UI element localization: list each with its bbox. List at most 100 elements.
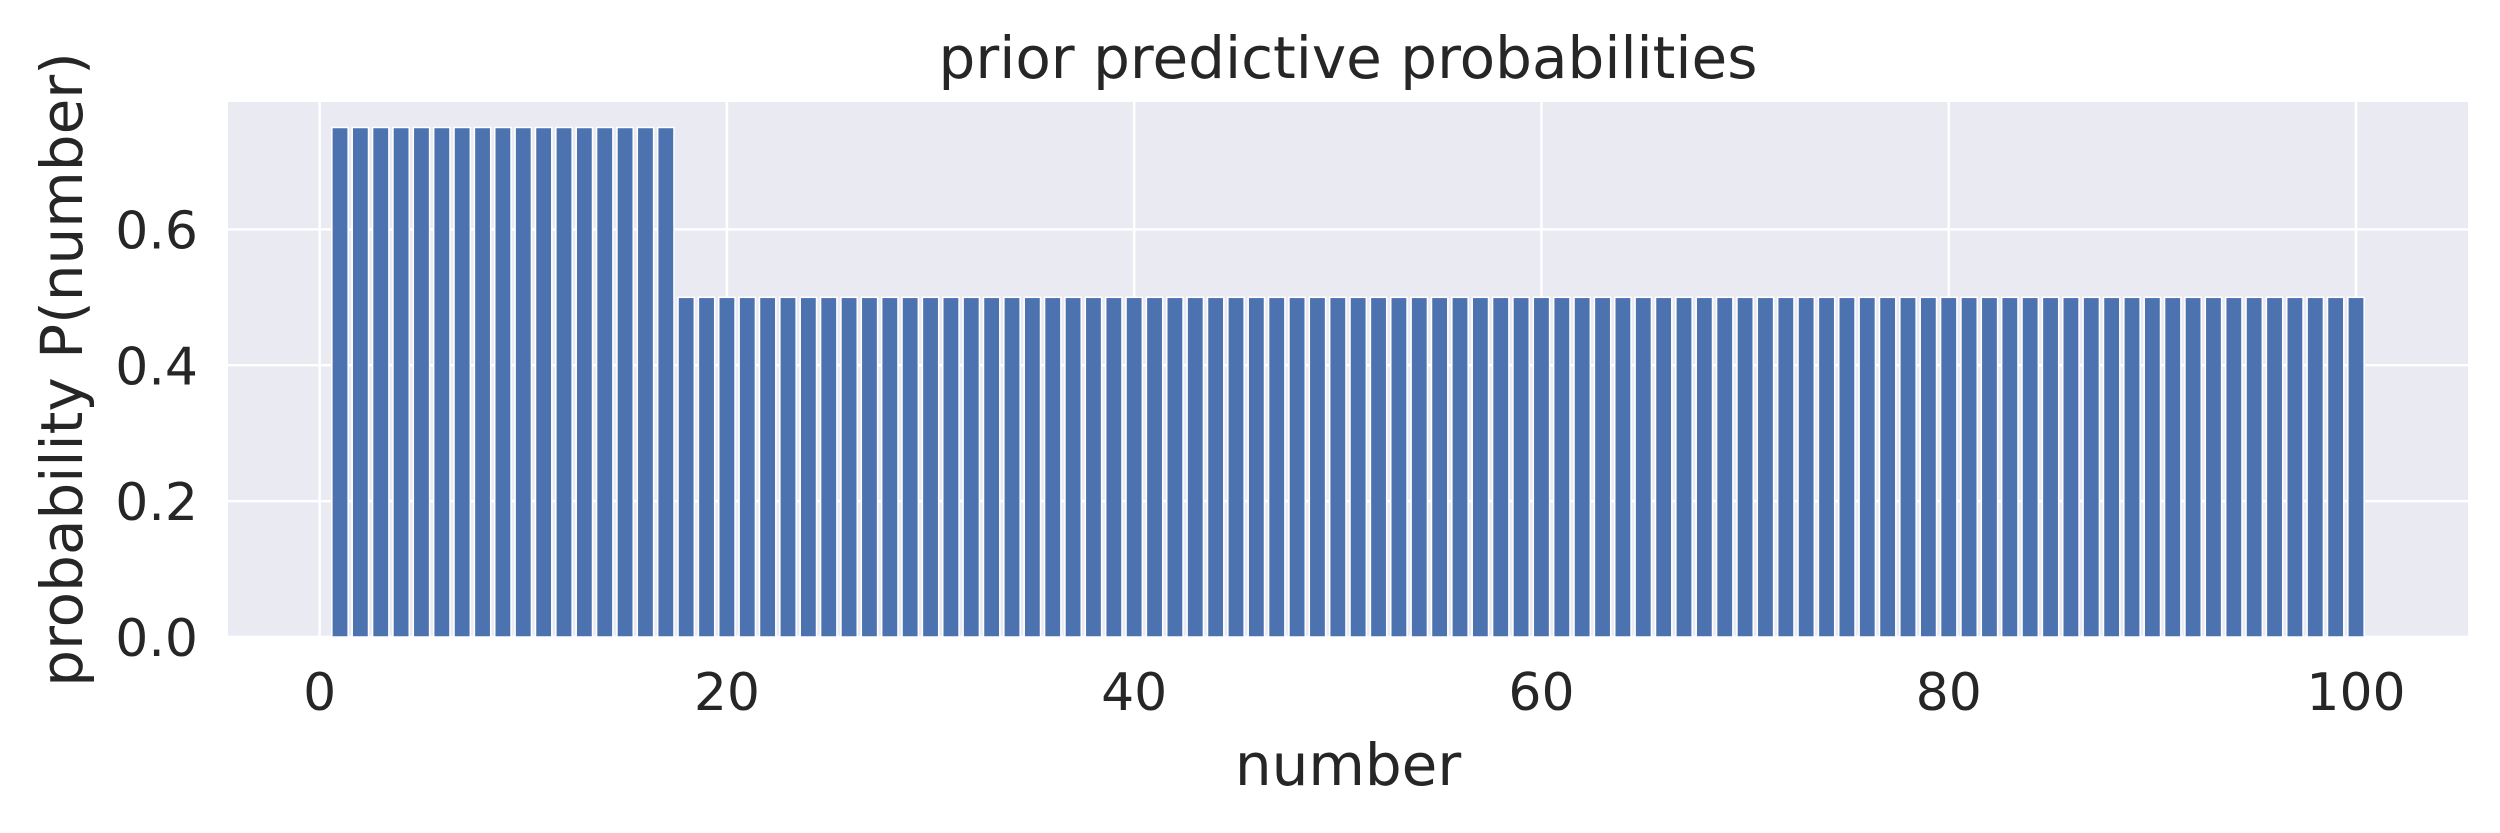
bar-61: [1552, 296, 1571, 638]
bar-28: [880, 296, 899, 638]
bar-6: [432, 126, 451, 638]
bar-23: [779, 296, 797, 638]
bar-93: [2204, 296, 2223, 638]
bar-4: [392, 126, 410, 638]
bar-19: [697, 296, 716, 638]
bar-80: [1939, 296, 1958, 638]
bar-65: [1634, 296, 1653, 638]
bar-69: [1715, 296, 1734, 638]
bar-18: [677, 296, 696, 638]
bar-96: [2265, 296, 2284, 638]
bar-41: [1145, 296, 1164, 638]
bar-56: [1451, 296, 1469, 638]
bar-66: [1654, 296, 1673, 638]
bar-12: [555, 126, 573, 638]
bar-45: [1227, 296, 1245, 638]
bar-35: [1023, 296, 1042, 638]
bar-48: [1288, 296, 1306, 638]
bar-83: [2000, 296, 2019, 638]
bar-95: [2245, 296, 2264, 638]
bar-11: [534, 126, 553, 638]
bar-75: [1838, 296, 1856, 638]
x-tick-label: 40: [1101, 663, 1167, 723]
x-tick-label: 20: [694, 663, 760, 723]
bar-67: [1675, 296, 1693, 638]
bar-39: [1104, 296, 1123, 638]
bar-30: [921, 296, 940, 638]
bar-64: [1614, 296, 1632, 638]
bar-13: [575, 126, 594, 638]
bar-71: [1756, 296, 1775, 638]
bar-16: [636, 126, 655, 638]
bar-52: [1369, 296, 1388, 638]
bar-50: [1328, 296, 1347, 638]
bar-51: [1349, 296, 1368, 638]
bar-79: [1919, 296, 1938, 638]
bar-90: [2143, 296, 2162, 638]
bar-81: [1960, 296, 1978, 638]
bar-82: [1980, 296, 1999, 638]
bar-94: [2224, 296, 2243, 638]
bar-98: [2306, 296, 2325, 638]
bar-77: [1878, 296, 1897, 638]
bar-21: [738, 296, 757, 638]
y-tick-label: 0.6: [115, 201, 198, 261]
bar-60: [1532, 296, 1551, 638]
bar-3: [371, 126, 390, 638]
bar-20: [718, 296, 736, 638]
bar-10: [514, 126, 533, 638]
bar-88: [2102, 296, 2121, 638]
x-tick-label: 60: [1508, 663, 1574, 723]
bar-59: [1512, 296, 1530, 638]
bar-37: [1064, 296, 1082, 638]
bar-100: [2347, 296, 2365, 638]
bar-74: [1817, 296, 1836, 638]
x-tick-label: 0: [303, 663, 336, 723]
bar-63: [1593, 296, 1612, 638]
bar-5: [412, 126, 431, 638]
bar-68: [1695, 296, 1714, 638]
bar-15: [616, 126, 634, 638]
bar-57: [1471, 296, 1490, 638]
bar-76: [1858, 296, 1877, 638]
bar-53: [1390, 296, 1408, 638]
bar-33: [982, 296, 1001, 638]
bar-42: [1166, 296, 1184, 638]
x-axis-label: number: [1235, 731, 1462, 799]
bar-43: [1186, 296, 1205, 638]
bar-14: [595, 126, 614, 638]
bar-34: [1003, 296, 1021, 638]
bar-62: [1573, 296, 1592, 638]
y-tick-labels: 0.0 0.2 0.4 0.6: [115, 201, 198, 669]
y-tick-label: 0.2: [115, 473, 198, 533]
bars: [331, 126, 2365, 638]
bar-31: [942, 296, 960, 638]
bar-47: [1267, 296, 1286, 638]
x-tick-labels: 0 20 40 60 80 100: [303, 663, 2406, 723]
bar-73: [1797, 296, 1816, 638]
bar-27: [860, 296, 879, 638]
bar-9: [494, 126, 512, 638]
bar-97: [2286, 296, 2304, 638]
bar-92: [2184, 296, 2202, 638]
bar-32: [962, 296, 981, 638]
bar-2: [351, 126, 370, 638]
bar-24: [799, 296, 818, 638]
x-tick-label: 100: [2306, 663, 2405, 723]
bar-87: [2082, 296, 2101, 638]
bar-91: [2163, 296, 2182, 638]
bar-44: [1206, 296, 1225, 638]
bar-55: [1430, 296, 1449, 638]
bar-89: [2123, 296, 2141, 638]
bar-38: [1084, 296, 1103, 638]
bar-25: [819, 296, 838, 638]
bar-1: [331, 126, 349, 638]
chart-title: prior predictive probabilities: [939, 24, 1758, 92]
bar-29: [901, 296, 920, 638]
x-tick-label: 80: [1916, 663, 1982, 723]
bar-36: [1043, 296, 1062, 638]
bar-7: [453, 126, 472, 638]
bar-84: [2021, 296, 2040, 638]
bar-72: [1776, 296, 1795, 638]
